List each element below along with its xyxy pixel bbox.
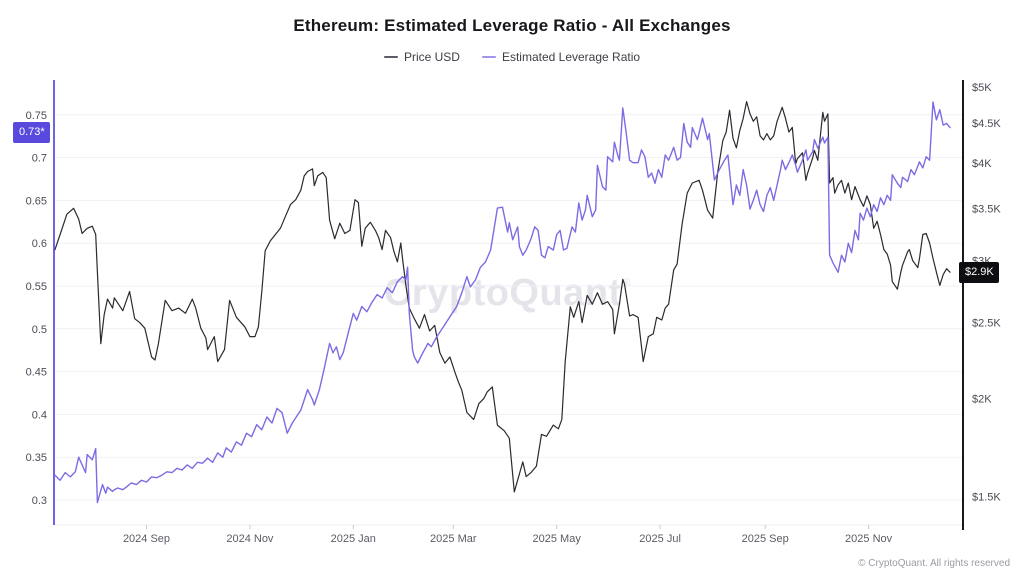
legend-item-price-usd[interactable]: Price USD <box>383 50 460 64</box>
left-axis-tick-label: 0.75 <box>26 110 47 122</box>
left-axis-tick-label: 0.65 <box>26 195 47 207</box>
latest-ratio-badge: 0.73* <box>13 122 50 143</box>
right-axis-tick-label: $2.5K <box>972 318 1001 330</box>
legend-label-estimated-leverage-ratio: Estimated Leverage Ratio <box>501 50 641 64</box>
right-axis-tick-label: $4K <box>972 158 992 170</box>
legend-label-price-usd: Price USD <box>403 50 460 64</box>
legend-swatch-estimated-leverage-ratio <box>481 56 496 58</box>
cryptoquant-watermark: CryptoQuant® <box>383 272 632 314</box>
left-axis-tick-label: 0.55 <box>26 281 47 293</box>
x-tick-label: 2024 Nov <box>226 533 274 545</box>
legend: Price USD Estimated Leverage Ratio <box>0 50 1024 64</box>
right-axis-tick-label: $3.5K <box>972 203 1001 215</box>
series-line-estimated-leverage-ratio <box>54 101 951 504</box>
right-axis-tick-label: $2K <box>972 394 992 406</box>
right-axis-tick-label: $4.5K <box>972 118 1001 130</box>
series-line-price-usd <box>54 101 951 493</box>
x-tick-label: 2025 Sep <box>742 533 789 545</box>
left-axis-tick-label: 0.7 <box>32 153 47 165</box>
x-tick-label: 2025 Mar <box>430 533 477 545</box>
x-tick-label: 2025 Nov <box>845 533 893 545</box>
x-tick-label: 2025 Jul <box>639 533 681 545</box>
x-tick-label: 2024 Sep <box>123 533 170 545</box>
latest-price-badge: $2.9K <box>959 262 999 283</box>
x-tick-label: 2025 Jan <box>331 533 376 545</box>
right-axis-tick-label: $1.5K <box>972 491 1001 503</box>
left-axis-tick-label: 0.4 <box>32 409 47 421</box>
left-axis-tick-label: 0.3 <box>32 495 47 507</box>
right-axis-tick-label: $5K <box>972 82 992 94</box>
left-axis-tick-label: 0.35 <box>26 452 47 464</box>
chart-title: Ethereum: Estimated Leverage Ratio - All… <box>293 16 731 35</box>
left-axis-tick-label: 0.5 <box>32 324 47 336</box>
legend-item-estimated-leverage-ratio[interactable]: Estimated Leverage Ratio <box>481 50 641 64</box>
legend-swatch-price-usd <box>383 56 398 58</box>
left-axis-tick-label: 0.45 <box>26 367 47 379</box>
left-axis-tick-label: 0.6 <box>32 238 47 250</box>
copyright-notice: © CryptoQuant. All rights reserved <box>858 558 1010 569</box>
x-tick-label: 2025 May <box>533 533 582 545</box>
